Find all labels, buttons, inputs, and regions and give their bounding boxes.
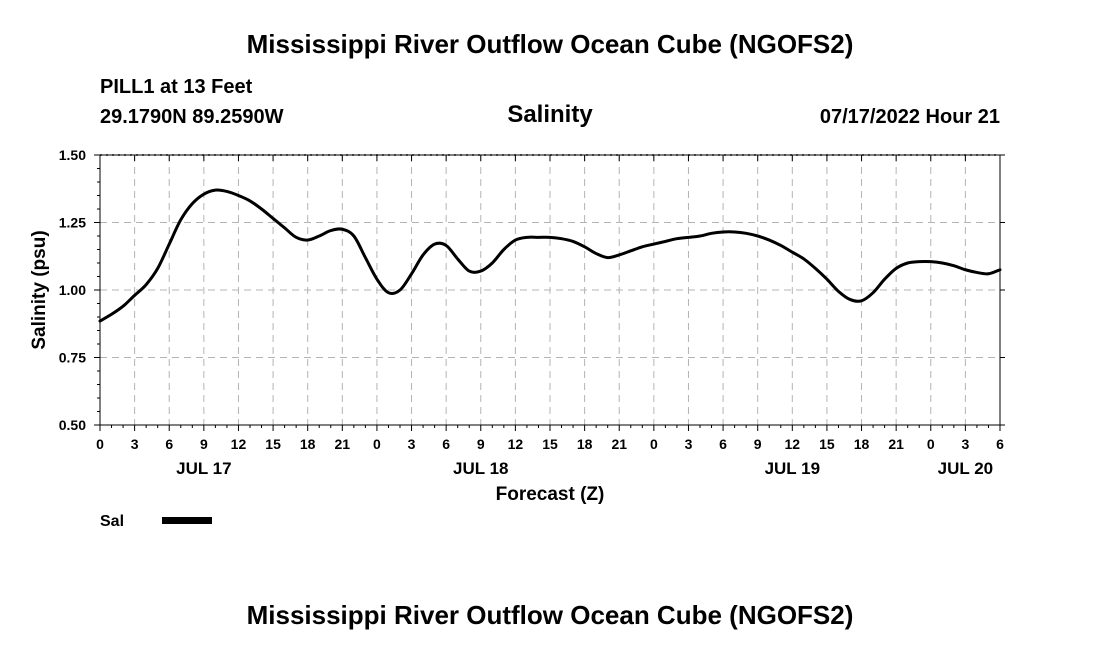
x-tick-label: 12 [785, 436, 801, 452]
y-axis-label: Salinity (psu) [29, 230, 50, 349]
x-tick-label: 9 [200, 436, 208, 452]
footer-title: Mississippi River Outflow Ocean Cube (NG… [246, 600, 854, 630]
x-date-label: JUL 17 [176, 459, 231, 478]
x-tick-label: 21 [335, 436, 351, 452]
x-axis-label: Forecast (Z) [496, 484, 605, 505]
legend-label: Sal [100, 513, 124, 530]
x-tick-label: 0 [927, 436, 935, 452]
y-tick-label: 1.00 [59, 282, 86, 298]
x-tick-label: 18 [854, 436, 870, 452]
x-tick-label: 0 [373, 436, 381, 452]
y-tick-label: 0.50 [59, 417, 86, 433]
page-title: Mississippi River Outflow Ocean Cube (NG… [246, 29, 854, 59]
x-tick-label: 0 [650, 436, 658, 452]
y-tick-label: 0.75 [59, 350, 86, 366]
x-tick-label: 6 [442, 436, 450, 452]
axis-labels: 0 3 6 9 12 15 18 21 0 3 6 9 12 15 18 21 0 3 6 9 12 15 18 21 0 3 6 0… [59, 147, 1004, 478]
x-tick-label: 9 [477, 436, 485, 452]
x-tick-label: 12 [508, 436, 524, 452]
x-tick-label: 3 [131, 436, 139, 452]
x-tick-label: 0 [96, 436, 104, 452]
x-tick-label: 18 [577, 436, 593, 452]
salinity-chart: 0 3 6 9 12 15 18 21 0 3 6 9 12 15 18 21 0 3 6 9 12 15 18 21 0 3 6 0… [29, 147, 1005, 530]
x-tick-label: 15 [265, 436, 281, 452]
station-name-depth: PILL1 at 13 Feet [100, 76, 253, 98]
y-tick-label: 1.50 [59, 147, 86, 163]
x-tick-label: 18 [300, 436, 316, 452]
x-tick-label: 21 [611, 436, 627, 452]
x-date-label: JUL 18 [453, 459, 508, 478]
x-tick-label: 12 [231, 436, 247, 452]
x-tick-label: 6 [165, 436, 173, 452]
x-tick-label: 21 [888, 436, 904, 452]
x-tick-label: 3 [685, 436, 693, 452]
forecast-datetime: 07/17/2022 Hour 21 [819, 106, 1000, 128]
x-tick-label: 15 [819, 436, 835, 452]
x-tick-label: 9 [754, 436, 762, 452]
x-date-label: JUL 20 [938, 459, 993, 478]
x-tick-label: 6 [719, 436, 727, 452]
station-coordinates: 29.1790N 89.2590W [100, 106, 284, 128]
series-line-sal [98, 188, 1002, 323]
axis-ticks [94, 154, 1005, 431]
x-date-label: JUL 19 [765, 459, 820, 478]
legend-swatch [162, 517, 212, 524]
x-tick-label: 15 [542, 436, 558, 452]
y-tick-label: 1.25 [59, 215, 86, 231]
x-tick-label: 3 [961, 436, 969, 452]
x-tick-label: 3 [408, 436, 416, 452]
x-tick-label: 6 [996, 436, 1004, 452]
chart-title: Salinity [507, 101, 593, 128]
